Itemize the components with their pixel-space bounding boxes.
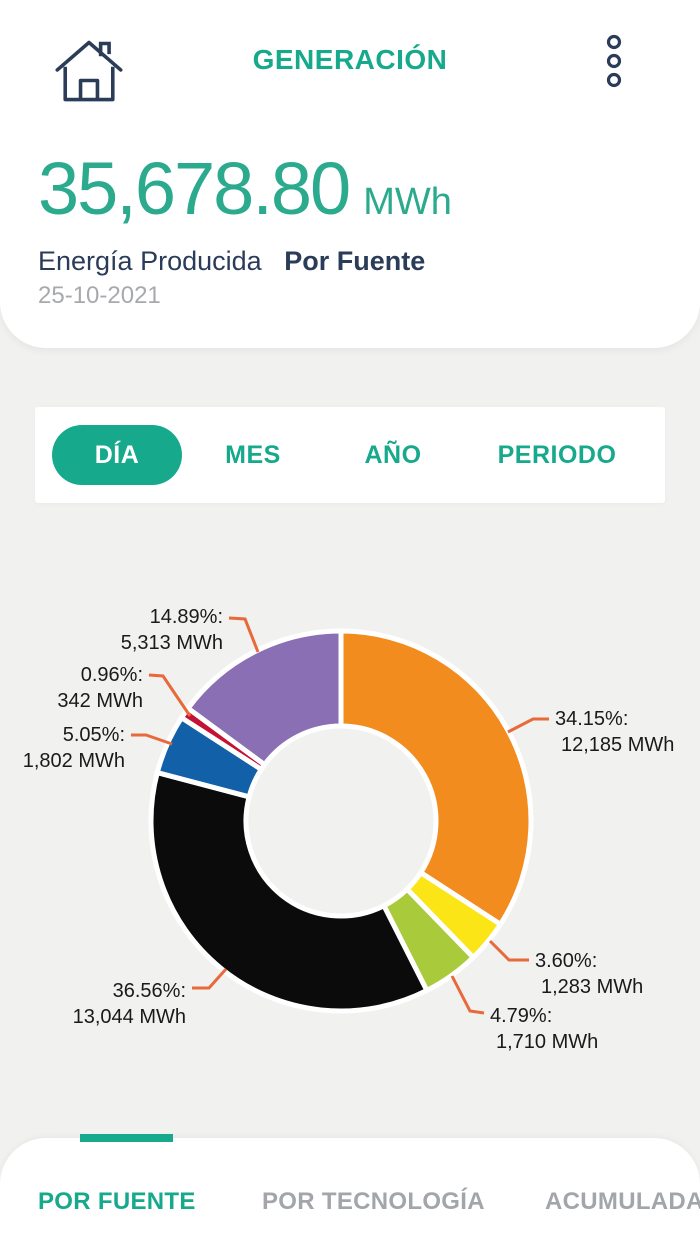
donut-chart: 34.15%: 12,185 MWh 3.60%: 1,283 MWh 4.79%: 1,…	[0, 560, 700, 1120]
chart-label-0: 34.15%: 12,185 MWh	[555, 706, 674, 758]
donut-segment-3[interactable]	[148, 770, 430, 1014]
chart-label-percent: 0.96%:	[80, 664, 143, 686]
chart-label-percent: 36.56%:	[112, 980, 186, 1002]
chart-label-percent: 4.79%:	[490, 1005, 553, 1027]
energy-total-unit: MWh	[363, 181, 452, 223]
energy-total-value: 35,678.80	[38, 147, 351, 230]
chart-label-value: 13,044 MWh	[72, 1006, 186, 1028]
bottom-tab-por-fuente[interactable]: POR FUENTE	[38, 1188, 196, 1215]
subtitle-bold: Por Fuente	[284, 246, 426, 276]
active-tab-indicator	[80, 1134, 173, 1142]
app-header: GENERACIÓN	[0, 0, 700, 120]
leader-line-0	[507, 717, 549, 734]
page-title: GENERACIÓN	[252, 44, 448, 75]
donut-chart-svg	[131, 616, 549, 1015]
home-icon[interactable]	[52, 34, 126, 108]
bottom-tab-bar: POR FUENTE POR TECNOLOGÍA ACUMULADA	[0, 1138, 700, 1244]
chart-label-value: 1,802 MWh	[22, 750, 125, 772]
chart-label-percent: 14.89%:	[149, 606, 223, 628]
donut-segment-0[interactable]	[338, 628, 534, 927]
chart-label-percent: 3.60%:	[535, 950, 598, 972]
summary-card: GENERACIÓN 35,678.80 MWh Energía Produci…	[0, 0, 700, 348]
period-tab-mes[interactable]: MES	[225, 440, 281, 469]
chart-label-value: 342 MWh	[57, 690, 143, 712]
leader-line-4	[131, 733, 173, 746]
chart-label-value: 12,185 MWh	[561, 734, 675, 756]
date-label: 25-10-2021	[38, 282, 161, 309]
chart-label-value: 5,313 MWh	[120, 632, 223, 654]
subtitle-regular: Energía Producida	[38, 246, 262, 276]
chart-label-6: 14.89%: 5,313 MWh	[121, 604, 223, 656]
chart-subtitle: Energía Producida Por Fuente	[38, 246, 425, 277]
bottom-tab-por-tecnología[interactable]: POR TECNOLOGÍA	[262, 1188, 485, 1215]
chart-label-3: 36.56%: 13,044 MWh	[73, 978, 186, 1030]
period-tab-día[interactable]: DÍA	[52, 425, 182, 485]
leader-line-5	[148, 673, 192, 717]
chart-label-percent: 34.15%:	[555, 708, 629, 730]
leader-line-3	[192, 967, 228, 990]
period-tab-año[interactable]: AÑO	[364, 440, 422, 469]
bottom-tab-acumulada[interactable]: ACUMULADA	[545, 1188, 700, 1215]
chart-label-percent: 5.05%:	[62, 724, 125, 746]
chart-label-value: 1,283 MWh	[541, 976, 644, 998]
kebab-menu-icon[interactable]	[602, 32, 626, 90]
chart-label-value: 1,710 MWh	[496, 1031, 599, 1053]
donut-segment-6[interactable]	[185, 628, 344, 768]
period-tab-bar: DÍA MES AÑO PERIODO	[35, 407, 665, 503]
period-tab-periodo[interactable]: PERIODO	[497, 440, 617, 469]
chart-label-2: 4.79%: 1,710 MWh	[490, 1003, 598, 1055]
leader-line-2	[450, 975, 485, 1015]
leader-line-1	[488, 939, 529, 962]
chart-label-5: 0.96%: 342 MWh	[57, 662, 143, 714]
chart-label-1: 3.60%: 1,283 MWh	[535, 948, 643, 1000]
energy-total: 35,678.80 MWh	[38, 146, 452, 231]
chart-label-4: 5.05%: 1,802 MWh	[23, 722, 125, 774]
leader-line-6	[228, 616, 260, 653]
